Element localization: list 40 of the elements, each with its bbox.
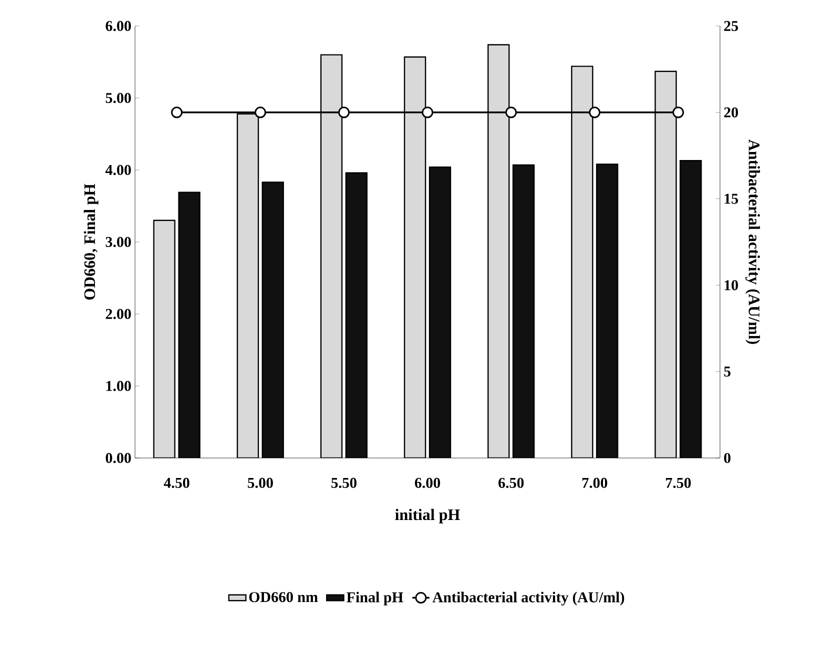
y-tick-label: 2.00 [106,308,131,320]
bar [571,66,594,458]
bar [153,220,176,458]
x-tick-label: 7.00 [582,478,608,488]
x-tick-label: 6.00 [414,478,440,488]
y-tick-label: 3.00 [106,236,131,248]
bar [320,54,343,458]
y2-tick-label: 5 [724,366,730,377]
y-axis-title: OD660, Final pH [84,184,98,300]
bar [428,166,452,458]
x-tick-label: 4.50 [164,478,190,488]
bar [236,113,259,458]
bar [680,160,702,458]
y-tick-label: 5.00 [106,92,131,104]
legend-label: Antibacterial activity (AU/ml) [432,592,624,606]
bar [262,182,284,458]
y-tick-label: 4.00 [105,164,131,176]
y-tick-label: 0.00 [106,452,131,464]
y2-tick-label: 10 [724,280,738,290]
bar [404,56,426,458]
x-tick-label: 7.50 [666,478,691,488]
y2-tick-label: 15 [724,194,738,204]
y2-tick-label: 20 [724,107,738,118]
y2-tick-label: 25 [724,20,738,32]
y2-tick-label: 0 [724,452,730,464]
bar [487,44,510,458]
bar [596,164,618,458]
y-tick-label: 1.00 [106,380,131,392]
x-tick-label: 5.00 [248,478,273,488]
bar [654,70,677,458]
legend-label: Final pH [346,592,404,606]
x-tick-label: 6.50 [498,478,524,488]
x-tick-label: 5.50 [331,478,356,488]
y-tick-label: 6.00 [106,20,131,32]
legend-label: OD660 nm [249,592,318,602]
x-axis-title: initial pH [395,508,460,524]
bar [512,164,535,458]
bar [178,192,200,458]
bar [345,172,368,458]
y2-axis-title: Antibacterial activity (AU/ml) [745,140,760,344]
